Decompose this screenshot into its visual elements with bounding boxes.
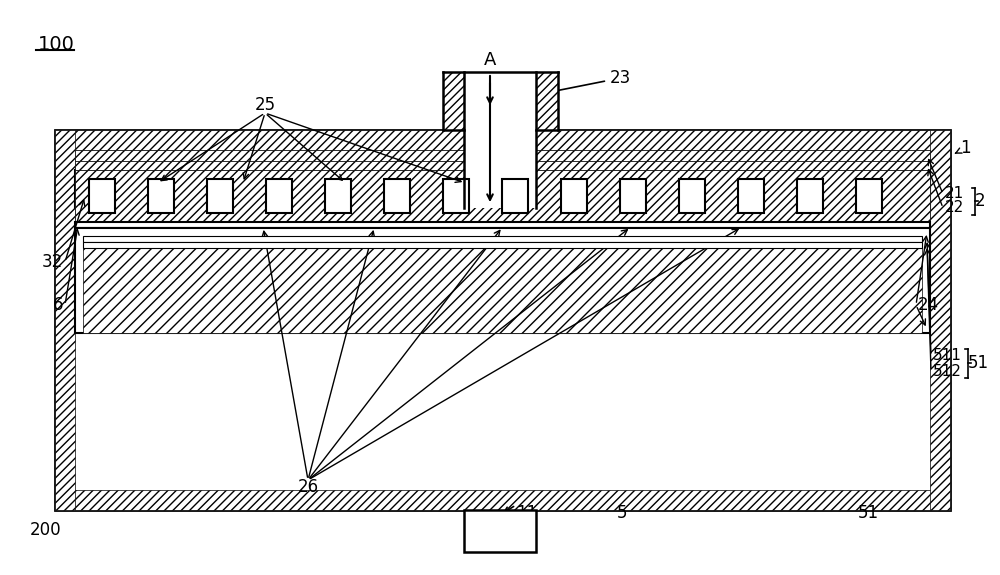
Text: A: A (484, 51, 496, 69)
Text: 21: 21 (945, 186, 964, 201)
Text: 25: 25 (254, 96, 276, 114)
Text: 24: 24 (918, 296, 939, 314)
Bar (856, 179, 882, 213)
Bar (536, 72, 558, 130)
Bar (620, 179, 646, 213)
Bar (443, 179, 469, 213)
Bar (502, 179, 528, 213)
Bar (797, 179, 823, 213)
Bar (207, 179, 233, 213)
Text: 100: 100 (38, 35, 75, 54)
Text: 5: 5 (617, 504, 627, 522)
Text: 511: 511 (933, 348, 962, 363)
Bar (75, 150, 930, 161)
Bar (83, 248, 922, 333)
Text: 1: 1 (960, 139, 971, 157)
Text: 51: 51 (968, 354, 989, 372)
Bar (443, 72, 464, 130)
Text: 6: 6 (52, 296, 63, 314)
Bar (83, 236, 922, 242)
Text: 32: 32 (42, 253, 63, 271)
Text: 23: 23 (540, 69, 631, 96)
Text: 51: 51 (857, 504, 879, 522)
Text: 22: 22 (945, 201, 964, 216)
Bar (75, 222, 930, 228)
Bar (384, 179, 410, 213)
Bar (55, 130, 950, 510)
Bar (738, 179, 764, 213)
Bar (75, 161, 930, 170)
Bar (679, 179, 705, 213)
Text: 11: 11 (516, 504, 537, 522)
Bar (89, 179, 115, 213)
Bar (464, 72, 536, 208)
Bar (75, 170, 930, 208)
Text: 200: 200 (30, 521, 62, 539)
Text: 2: 2 (975, 192, 986, 210)
Bar (561, 179, 587, 213)
Bar (55, 490, 950, 510)
Bar (55, 130, 950, 150)
Bar (83, 242, 922, 248)
Bar (55, 130, 75, 510)
Bar (148, 179, 174, 213)
Bar (930, 130, 950, 510)
Bar (75, 228, 930, 333)
Text: 512: 512 (933, 363, 962, 378)
Bar (325, 179, 351, 213)
Bar (266, 179, 292, 213)
Bar (464, 510, 536, 552)
Bar (75, 170, 930, 222)
Text: 26: 26 (297, 478, 319, 496)
